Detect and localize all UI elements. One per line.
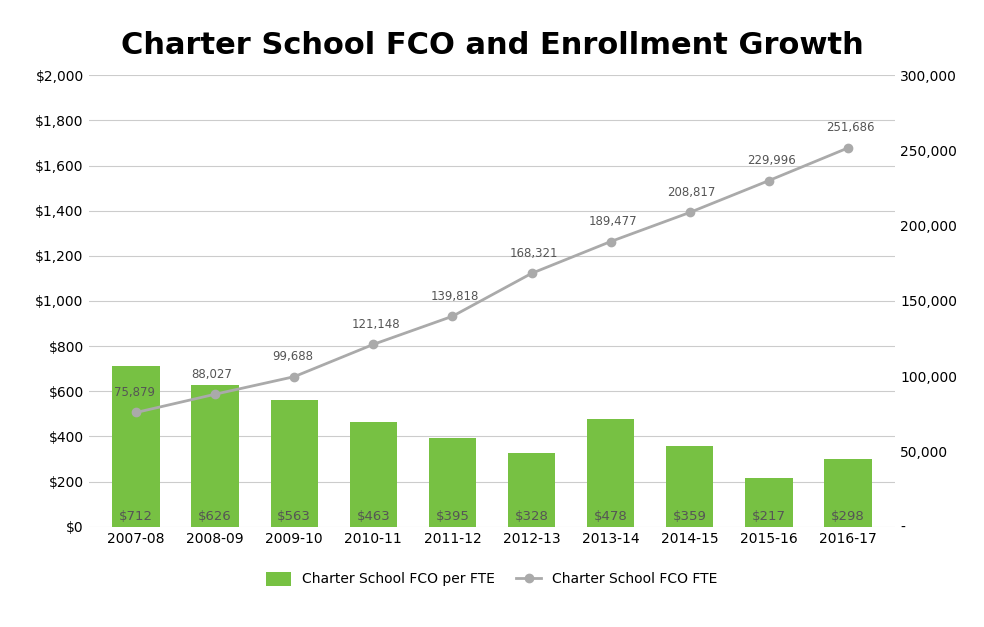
Text: 189,477: 189,477: [588, 215, 637, 228]
Charter School FCO FTE: [525, 270, 537, 277]
Title: Charter School FCO and Enrollment Growth: Charter School FCO and Enrollment Growth: [121, 31, 863, 60]
Text: 121,148: 121,148: [351, 318, 400, 331]
Text: 168,321: 168,321: [510, 247, 558, 260]
Text: $626: $626: [198, 510, 232, 523]
Legend: Charter School FCO per FTE, Charter School FCO FTE: Charter School FCO per FTE, Charter Scho…: [261, 566, 723, 592]
Text: $712: $712: [119, 510, 154, 523]
Text: $463: $463: [356, 510, 391, 523]
Text: 208,817: 208,817: [667, 186, 716, 199]
Charter School FCO FTE: [605, 238, 617, 245]
Charter School FCO FTE: [288, 373, 300, 381]
Text: 88,027: 88,027: [192, 367, 232, 381]
Text: $217: $217: [752, 510, 786, 523]
Text: 75,879: 75,879: [114, 386, 154, 399]
Bar: [429, 438, 476, 527]
Bar: [745, 478, 792, 527]
Text: $395: $395: [436, 510, 469, 523]
Text: 229,996: 229,996: [747, 154, 795, 167]
Line: Charter School FCO FTE: Charter School FCO FTE: [132, 144, 852, 417]
Bar: [112, 366, 159, 527]
Bar: [349, 422, 398, 527]
Charter School FCO FTE: [367, 340, 379, 348]
Text: 99,688: 99,688: [273, 350, 313, 363]
Charter School FCO FTE: [684, 209, 696, 216]
Text: 251,686: 251,686: [826, 122, 875, 134]
Charter School FCO FTE: [763, 177, 774, 184]
Bar: [192, 386, 239, 527]
Bar: [271, 399, 318, 527]
Text: $478: $478: [593, 510, 628, 523]
Bar: [508, 453, 555, 527]
Text: $359: $359: [673, 510, 707, 523]
Charter School FCO FTE: [210, 391, 221, 398]
Text: $328: $328: [515, 510, 548, 523]
Text: $563: $563: [277, 510, 311, 523]
Charter School FCO FTE: [447, 312, 459, 320]
Text: 139,818: 139,818: [430, 290, 478, 303]
Text: $298: $298: [831, 510, 865, 523]
Bar: [666, 446, 713, 527]
Charter School FCO FTE: [130, 409, 142, 416]
Bar: [825, 460, 872, 527]
Bar: [586, 419, 635, 527]
Charter School FCO FTE: [842, 144, 854, 152]
